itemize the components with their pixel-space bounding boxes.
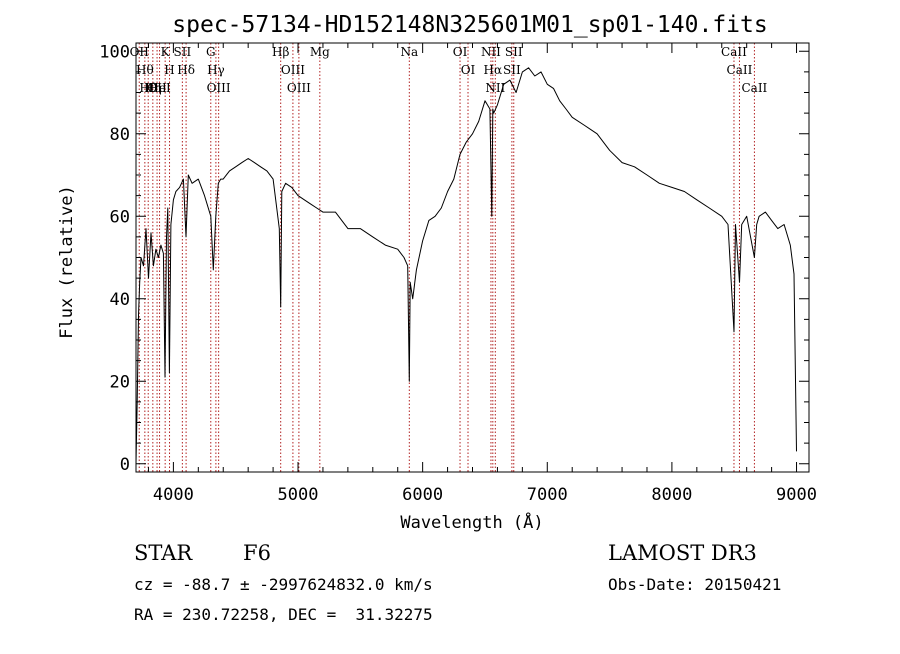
x-tick-label: 6000 [402, 485, 443, 505]
line-marker-labels-layer: OIIHθHθHηOIIHeIKHSIIHδGHγOIIIHβOIIIOIIIM… [130, 45, 768, 95]
x-tick-label: 4000 [153, 485, 194, 505]
spectrum-series-layer [135, 67, 797, 464]
line-marker-label: Hα [484, 63, 503, 77]
line-marker-label: Hθ [136, 63, 154, 77]
object-subclass: F6 [243, 541, 271, 565]
axes-layer: 4000 5000 6000 7000 8000 9000 0 20 40 60 80 100 [99, 42, 817, 505]
x-tick-label: 7000 [527, 485, 568, 505]
line-marker-label: Hγ [207, 63, 225, 77]
line-marker-label: Hβ [272, 45, 289, 59]
line-marker-label: SII [174, 45, 192, 59]
object-class: STAR [134, 541, 193, 565]
line-marker-label: OI [453, 45, 468, 59]
x-tick-label: 5000 [278, 485, 319, 505]
survey-name: LAMOST DR3 [608, 541, 757, 565]
line-marker-label: OII [130, 45, 150, 59]
y-tick-label: 100 [99, 42, 130, 62]
y-tick-label: 20 [110, 372, 130, 392]
line-marker-label: OIII [281, 63, 305, 77]
y-tick-label: 80 [110, 125, 130, 145]
line-marker-label: Hη [144, 81, 162, 95]
line-marker-label: CaII [741, 81, 767, 95]
line-marker-label: G [206, 45, 216, 59]
x-tick-label: 8000 [651, 485, 692, 505]
line-marker-label: Hθ [139, 81, 157, 95]
line-marker-label: HeI [148, 81, 171, 95]
observation-date: Obs-Date: 20150421 [608, 575, 781, 594]
y-tick-label: 60 [110, 207, 130, 227]
line-marker-label: Hδ [177, 63, 195, 77]
line-marker-label: Mg [310, 45, 330, 59]
line-marker-label: K [161, 45, 171, 59]
spectrum-line-0 [135, 67, 797, 464]
line-marker-label: OII [147, 81, 167, 95]
line-marker-label: SII [505, 45, 523, 59]
y-tick-label: 0 [120, 455, 130, 475]
line-marker-label: NII [481, 45, 501, 59]
line-marker-label: OIII [207, 81, 231, 95]
line-marker-label: H [164, 63, 174, 77]
line-marker-label: CaII [721, 45, 747, 59]
x-axis-label: Wavelength (Å) [400, 511, 543, 533]
y-tick-label: 40 [110, 290, 130, 310]
line-marker-label: OI [461, 63, 476, 77]
chart-title: spec-57134-HD152148N325601M01_sp01-140.f… [172, 12, 767, 38]
line-markers-layer [138, 43, 755, 472]
plot-frame [135, 42, 810, 473]
line-marker-label: NII [485, 81, 505, 95]
line-marker-label: SII [503, 63, 521, 77]
line-marker-label: Na [400, 45, 418, 59]
line-marker-label: CaII [727, 63, 753, 77]
redshift-line: cz = -88.7 ± -2997624832.0 km/s [134, 575, 433, 594]
line-marker-label: OIII [287, 81, 311, 95]
y-axis-label: Flux (relative) [57, 185, 77, 339]
sky-coordinates: RA = 230.72258, DEC = 31.32275 [134, 605, 433, 624]
x-tick-label: 9000 [776, 485, 817, 505]
